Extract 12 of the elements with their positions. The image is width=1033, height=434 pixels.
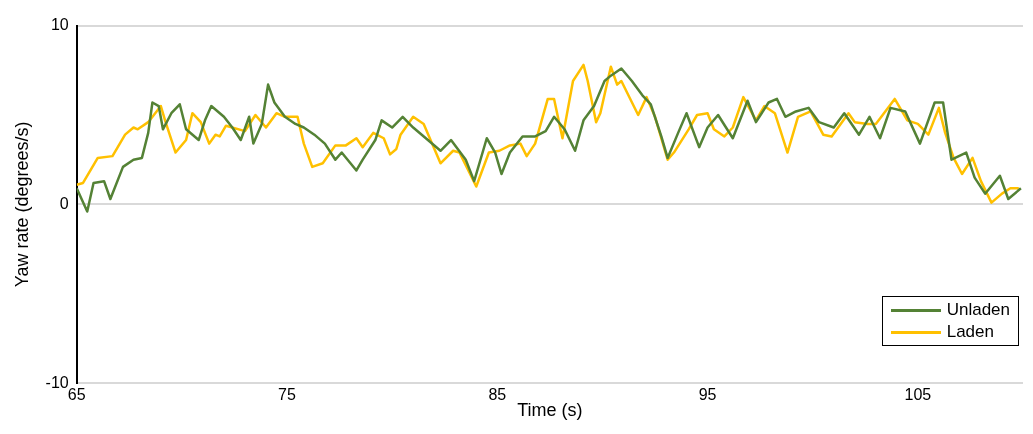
x-axis-title: Time (s) <box>517 400 583 421</box>
x-tick-label: 65 <box>67 386 86 404</box>
y-tick-label: 10 <box>50 16 69 34</box>
y-axis-title: Yaw rate (degrees/s) <box>11 121 32 288</box>
x-tick-label: 95 <box>698 386 717 404</box>
x-tick-label: 85 <box>488 386 507 404</box>
legend-label: Laden <box>946 321 994 343</box>
x-tick-label: 75 <box>278 386 297 404</box>
x-tick-label: 105 <box>904 386 932 404</box>
legend-label: Unladen <box>946 299 1010 321</box>
y-tick-label: 0 <box>59 194 69 212</box>
y-tick-label: -10 <box>45 373 69 391</box>
